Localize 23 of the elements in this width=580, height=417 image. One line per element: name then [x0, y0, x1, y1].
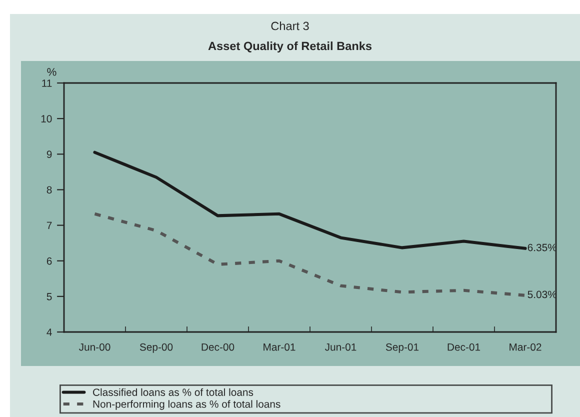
line-series [93, 150, 527, 250]
legend-label: Non-performing loans as % of total loans [93, 400, 280, 410]
y-tick-label: 11 [42, 80, 52, 87]
y-tick-label: 5 [46, 293, 52, 300]
x-tick-label: Jun-00 [78, 343, 110, 351]
line-series [93, 212, 527, 297]
x-tick-label: Dec-01 [448, 343, 480, 351]
y-tick-label: 6 [46, 257, 52, 265]
x-tick-label: Dec-00 [202, 343, 234, 351]
legend-label: Classified loans as % of total loans [93, 388, 254, 396]
x-tick-label: Sep-01 [386, 343, 419, 353]
x-tick-label: Jun-01 [324, 343, 356, 351]
x-tick-label: Sep-00 [140, 343, 173, 353]
x-tick-label: Mar-01 [264, 343, 296, 351]
y-tick-label: 10 [41, 115, 52, 122]
y-tick-label: 9 [46, 150, 52, 158]
y-tick-label: 4 [46, 328, 52, 336]
y-axis-title: % [47, 68, 56, 76]
chart-title: Chart 3 [271, 22, 309, 30]
x-tick-label: Mar-02 [510, 343, 542, 351]
y-tick-label: 7 [46, 222, 52, 230]
chart-subtitle: Asset Quality of Retail Banks [208, 42, 372, 53]
y-tick-label: 8 [46, 186, 52, 194]
